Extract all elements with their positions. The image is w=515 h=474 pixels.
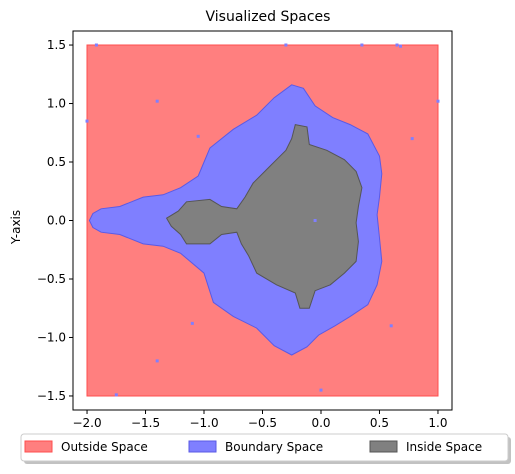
boundary-speck [155, 359, 159, 363]
x-tick-label: −1.0 [189, 416, 218, 430]
legend: Outside Space Boundary Space Inside Space [20, 433, 511, 464]
boundary-speck [114, 393, 118, 397]
boundary-speck [410, 137, 414, 141]
chart-title: Visualized Spaces [206, 9, 331, 25]
legend-swatch-boundary-space [188, 440, 217, 453]
x-tick-label: 1.0 [428, 416, 447, 430]
y-axis-label: Y-axis [9, 210, 23, 245]
x-axis: −2.0 −1.5 −1.0 −0.5 0.0 0.5 1.0 [72, 410, 448, 430]
legend-swatch-inside-space [369, 440, 398, 453]
boundary-speck [94, 43, 98, 47]
boundary-speck [395, 43, 399, 47]
boundary-speck [155, 99, 159, 103]
y-tick-label: −1.0 [37, 330, 66, 344]
x-tick-label: −0.5 [248, 416, 277, 430]
region-inside-space [165, 124, 363, 309]
y-tick-label: 0.0 [47, 214, 66, 228]
boundary-speck [360, 43, 364, 47]
x-tick-label: −1.5 [131, 416, 160, 430]
boundary-speck [389, 324, 393, 328]
legend-swatch-outside-space [24, 440, 53, 453]
y-tick-label: 1.0 [47, 97, 66, 111]
y-tick-label: −0.5 [37, 272, 66, 286]
x-tick-label: 0.5 [370, 416, 389, 430]
x-tick-label: −2.0 [72, 416, 101, 430]
y-tick-label: 0.5 [47, 155, 66, 169]
boundary-speck [85, 119, 89, 123]
boundary-speck [319, 388, 323, 392]
boundary-speck [284, 43, 288, 47]
boundary-speck [190, 321, 194, 325]
x-tick-label: 0.0 [311, 416, 330, 430]
y-tick-label: 1.5 [47, 38, 66, 52]
boundary-speck [436, 99, 440, 103]
legend-label-outside-space: Outside Space [61, 440, 148, 454]
boundary-speck [243, 277, 247, 281]
legend-label-inside-space: Inside Space [406, 440, 482, 454]
boundary-specks [85, 43, 440, 397]
boundary-speck [313, 219, 317, 222]
y-axis: −1.5 −1.0 −0.5 0.0 0.5 1.0 1.5 [37, 38, 73, 403]
boundary-speck [399, 44, 402, 48]
y-tick-label: −1.5 [37, 389, 66, 403]
plot-regions [86, 44, 439, 397]
boundary-speck [196, 134, 200, 138]
legend-label-boundary-space: Boundary Space [225, 440, 323, 454]
